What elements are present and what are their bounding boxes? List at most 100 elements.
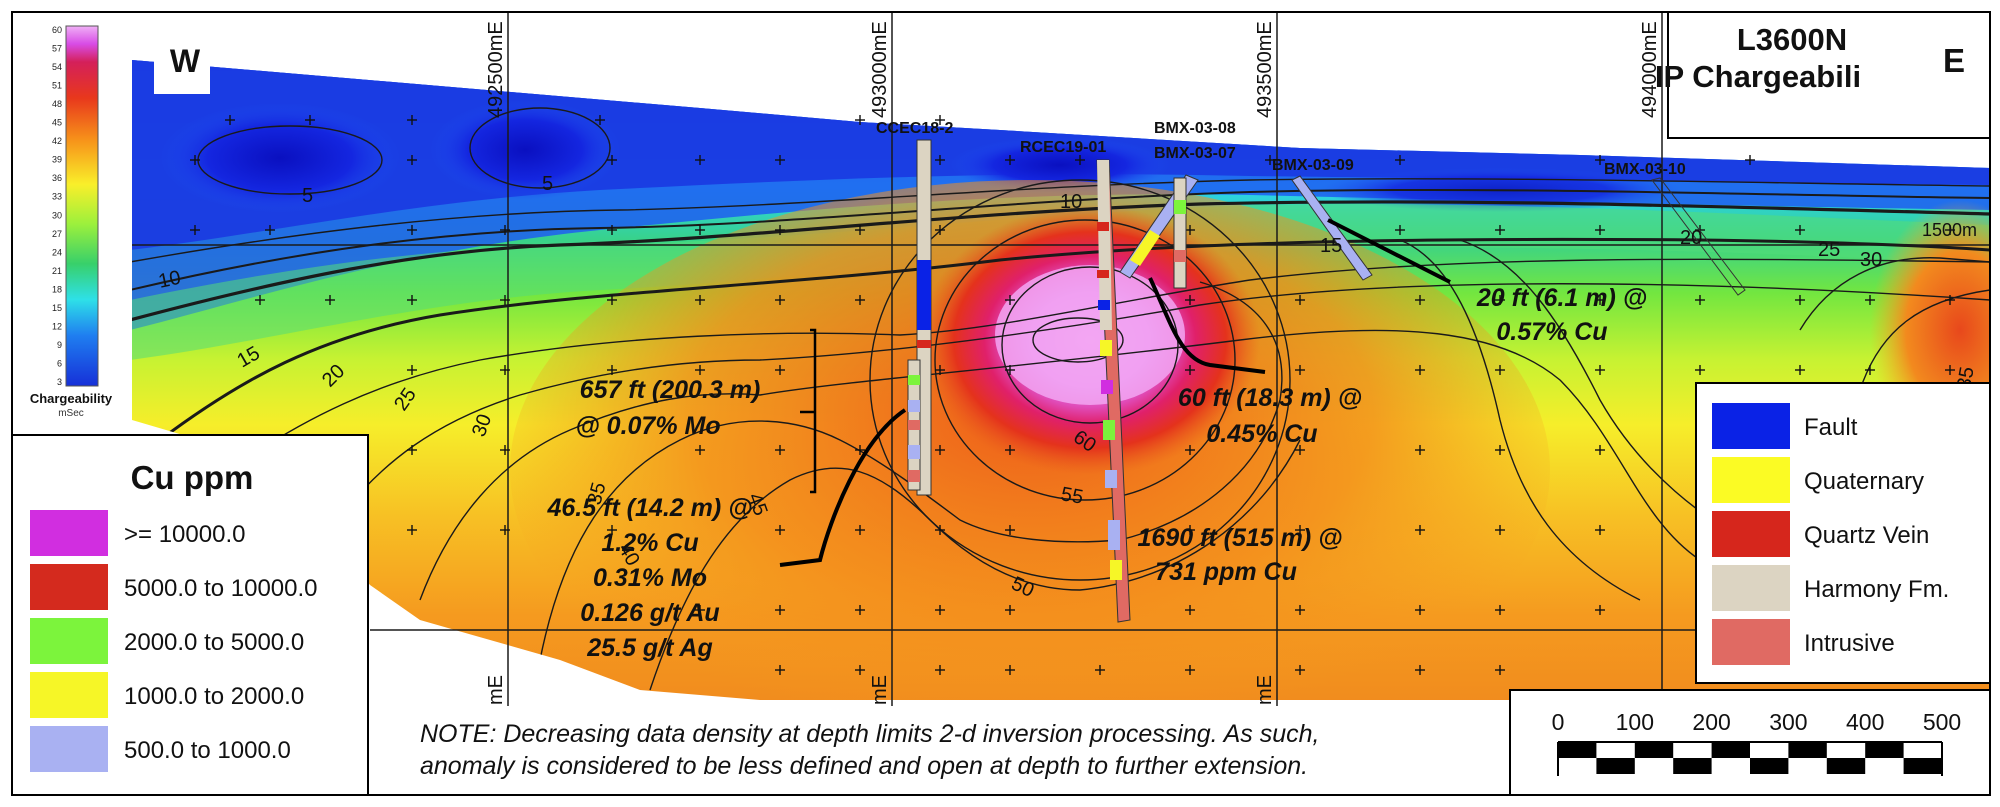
scale-segment [1865, 742, 1904, 758]
easting-494000: 494000mE [1639, 21, 1661, 118]
scale-label: 500 [1923, 709, 1961, 735]
lithology-swatch [1712, 511, 1790, 557]
drillhole-label-rcec19-01: RCEC19-01 [1020, 139, 1106, 156]
contour-label: 55 [1059, 483, 1085, 509]
lithology-label: Quartz Vein [1804, 522, 1929, 549]
chargeability-tick: 51 [52, 81, 62, 91]
section-title: IP Chargeabili [1655, 59, 1861, 94]
scale-label: 300 [1769, 709, 1807, 735]
lithology-legend: Fault Quaternary Quartz Vein Harmony Fm. Int… [1695, 382, 1991, 684]
note-box: NOTE: Decreasing data density at depth l… [370, 706, 1510, 794]
contour-label: 10 [1060, 191, 1082, 213]
chargeability-tick: 18 [52, 284, 62, 294]
cu-legend-label: 500.0 to 1000.0 [124, 737, 291, 764]
drillhole-bmx-03-10 [1651, 177, 1746, 296]
cu-60ft-line-1: 60 ft (18.3 m) @ [1178, 384, 1362, 412]
drillhole-traces [907, 139, 1746, 623]
lithology-label: Harmony Fm. [1804, 576, 1949, 603]
drillhole-label-bmx-03-09: BMX-03-09 [1272, 157, 1354, 174]
contour-label: 30 [1860, 249, 1882, 271]
cu-ppm-legend: Cu ppm >= 10000.0 5000.0 to 10000.0 2000.0… [11, 434, 369, 796]
scale-segment [1711, 742, 1750, 758]
section-title-box: L3600N IP Chargeabili E [1655, 11, 1991, 139]
chargeability-tick: 45 [52, 118, 62, 128]
chargeability-tick: 24 [52, 247, 62, 257]
multi-intercept-line-1: 46.5 ft (14.2 m) @ [546, 494, 752, 522]
contour-label: 5 [542, 173, 553, 195]
easting-bottom-3: mE [1254, 675, 1276, 705]
scale-segment [1788, 742, 1827, 758]
multi-intercept-line-4: 0.126 g/t Au [580, 599, 719, 627]
cu-legend-label: 5000.0 to 10000.0 [124, 575, 318, 602]
chargeability-unit: mSec [58, 408, 84, 419]
lithology-swatch [1712, 565, 1790, 611]
scale-label: 200 [1692, 709, 1730, 735]
cu-legend-swatch [30, 618, 108, 664]
cu-1690ft-line-1: 1690 ft (515 m) @ [1137, 524, 1342, 552]
mo-intercept-line-2: @ 0.07% Mo [575, 412, 720, 440]
drillhole-bmx-03-09 [1291, 175, 1373, 281]
east-label: E [1943, 42, 1965, 79]
data-points [190, 115, 1955, 675]
intercept-connectors [779, 218, 1451, 567]
mo-intercept-line-1: 657 ft (200.3 m) [580, 376, 761, 404]
drillhole-rcec19-01 [1096, 159, 1131, 623]
note-line-2: anomaly is considered to be less defined… [420, 752, 1308, 780]
chargeability-tick: 48 [52, 99, 62, 109]
contour-label: 20 [1680, 227, 1702, 249]
cu-legend-swatch [30, 726, 108, 772]
contour-label: 15 [1320, 235, 1342, 257]
chargeability-tick: 21 [52, 266, 62, 276]
chargeability-tick: 9 [57, 340, 62, 350]
easting-bottom-2: mE [869, 675, 891, 705]
chargeability-tick: 42 [52, 136, 62, 146]
scale-segment [1826, 758, 1866, 774]
cu-legend-label: >= 10000.0 [124, 521, 245, 548]
cu-legend-swatch [30, 564, 108, 610]
cu-legend-label: 2000.0 to 5000.0 [124, 629, 304, 656]
chargeability-tick: 39 [52, 155, 62, 165]
lithology-swatch [1712, 403, 1790, 449]
drillhole-label-bmx-03-08: BMX-03-08 [1154, 120, 1236, 137]
chargeability-tick: 6 [57, 358, 62, 368]
scale-label: 400 [1846, 709, 1884, 735]
cu-1690ft-line-2: 731 ppm Cu [1155, 558, 1297, 586]
scale-segment [1596, 758, 1635, 774]
elevation-label: 1500m [1922, 220, 1977, 240]
multi-intercept-line-3: 0.31% Mo [593, 564, 707, 592]
scale-segment [1673, 758, 1712, 774]
cu-legend-swatch [30, 510, 108, 556]
contour-label: 25 [1818, 239, 1840, 261]
west-label-box [154, 38, 210, 94]
chargeability-title: Chargeability [30, 391, 113, 406]
chargeability-tick: 27 [52, 229, 62, 239]
easting-493000: 493000mE [869, 21, 891, 118]
chargeability-legend: 60 57 54 51 48 45 42 39 36 33 30 27 24 21 18 15 12 9 6 3 Ch… [12, 12, 132, 432]
scale-bar: 0 100 200 300 400 500 [1509, 689, 1991, 796]
scale-label: 100 [1616, 709, 1654, 735]
easting-bottom-1: mE [485, 675, 507, 705]
scale-segment [1750, 758, 1789, 774]
contour-label: 10 [156, 267, 182, 293]
multi-intercept-line-2: 1.2% Cu [601, 529, 698, 557]
lithology-label: Fault [1804, 414, 1858, 441]
lithology-swatch [1712, 619, 1790, 665]
lithology-label: Quaternary [1804, 468, 1924, 495]
chargeability-tick: 33 [52, 192, 62, 202]
line-name: L3600N [1737, 22, 1847, 57]
chargeability-tick: 54 [52, 62, 62, 72]
note-line-1: NOTE: Decreasing data density at depth l… [420, 720, 1320, 748]
lithology-label: Intrusive [1804, 630, 1895, 657]
contour-lines [132, 107, 1990, 691]
scale-segment [1634, 742, 1674, 758]
drillhole-label-ccec18-2: CCEC18-2 [876, 120, 953, 137]
figure-frame [11, 11, 1991, 796]
cu-20ft-line-2: 0.57% Cu [1496, 318, 1607, 346]
contour-label: 5 [302, 185, 313, 207]
cu-60ft-line-2: 0.45% Cu [1206, 420, 1317, 448]
west-label: W [170, 43, 201, 79]
drillhole-bmx-03-07 [1173, 177, 1187, 289]
chargeability-tick: 15 [52, 303, 62, 313]
drillhole-ccec18-2 [907, 139, 932, 496]
